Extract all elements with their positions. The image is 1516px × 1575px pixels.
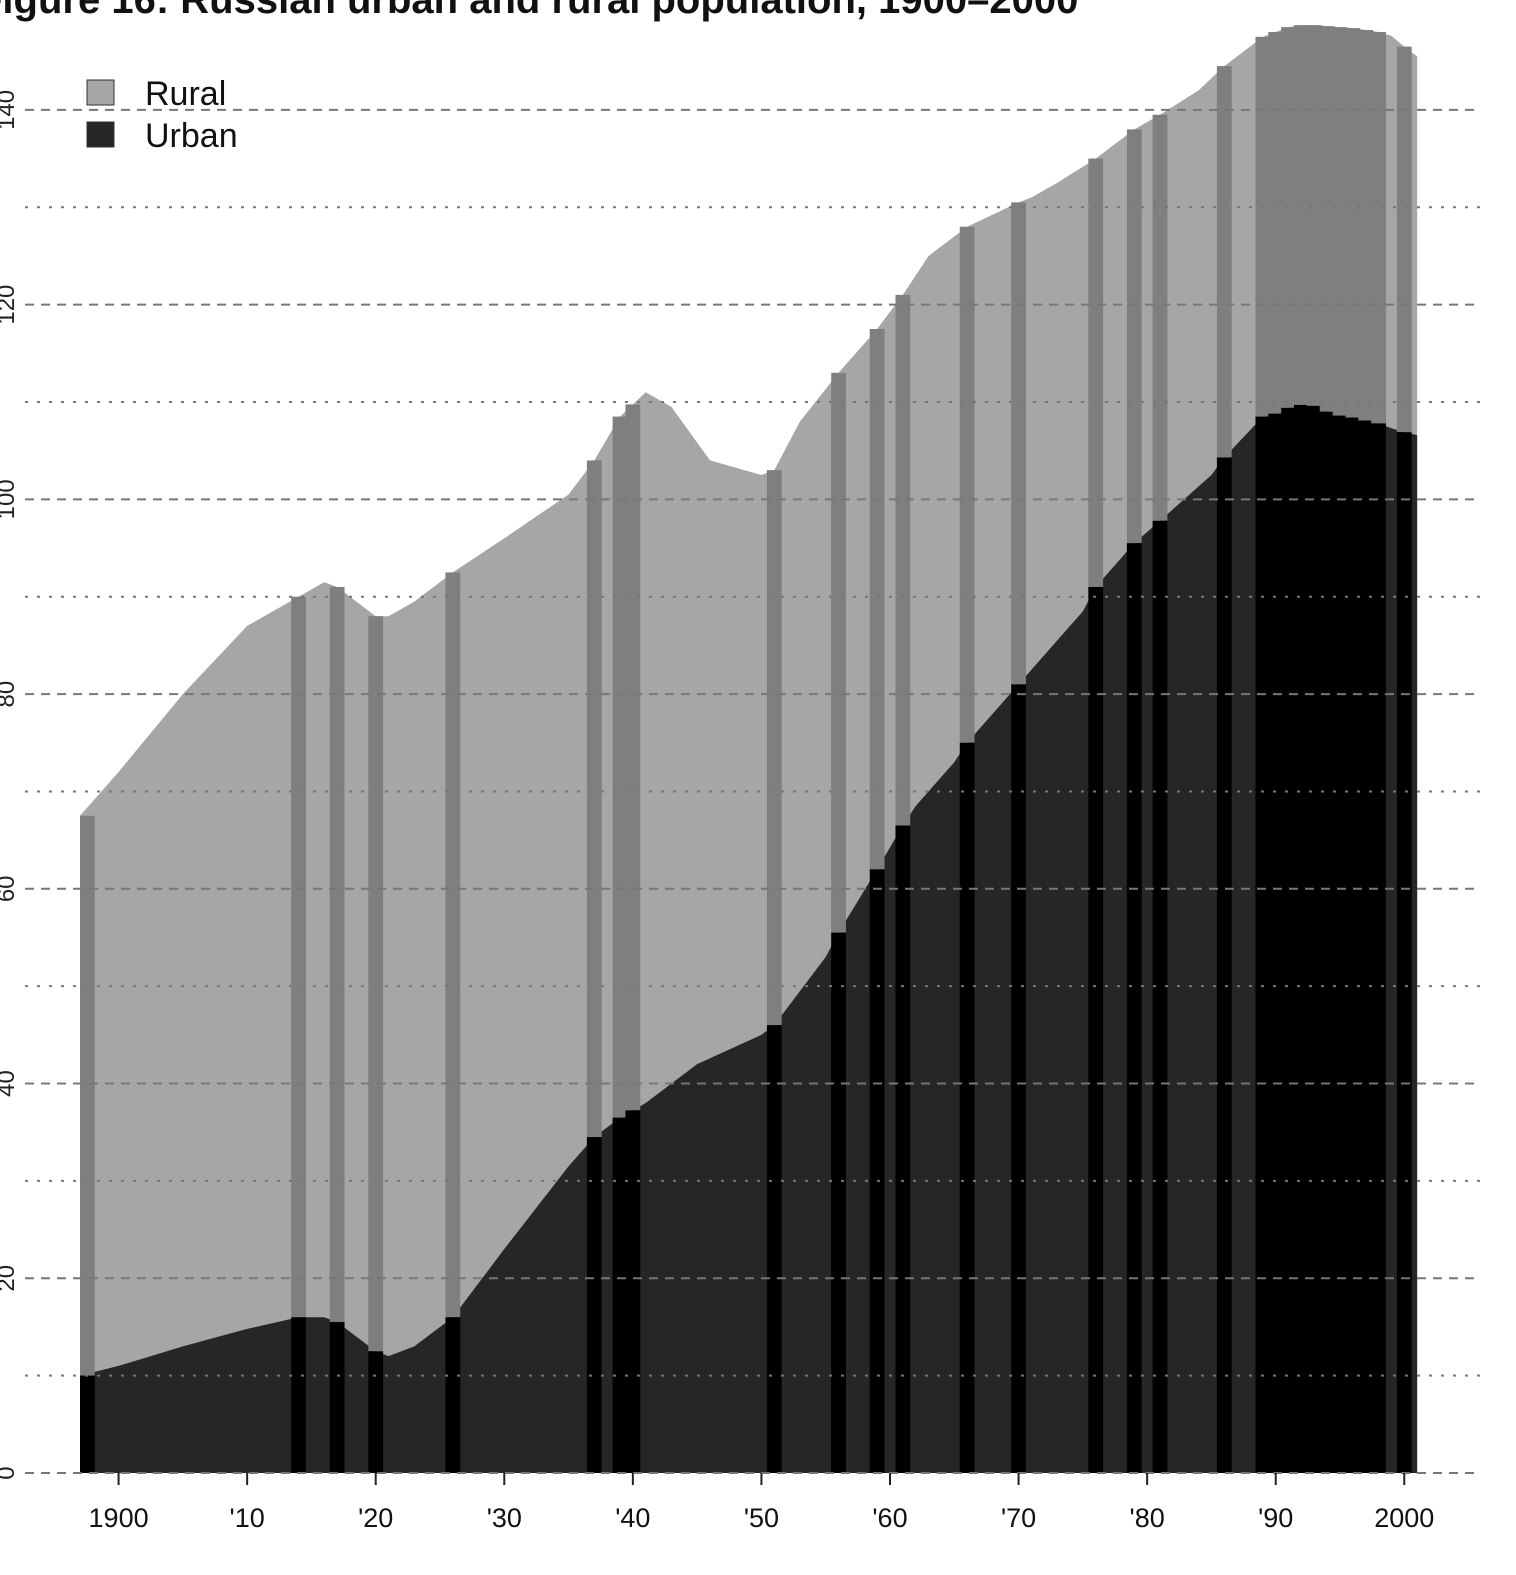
- x-tick-label-1910: '10: [230, 1503, 265, 1533]
- x-tick-label-1940: '40: [615, 1503, 650, 1533]
- census-bar-rural-1996: [1345, 28, 1361, 418]
- census-bar-urban-1937: [586, 1137, 602, 1473]
- x-tick-label-1900: 1900: [89, 1503, 149, 1533]
- chart-title: Figure 16: Russian urban and rural popul…: [0, 0, 1079, 22]
- census-bar-urban-1986: [1216, 457, 1232, 1473]
- census-bar-urban-1976: [1088, 586, 1104, 1473]
- x-tick-label-1930: '30: [487, 1503, 522, 1533]
- census-bar-rural-1994: [1319, 26, 1335, 412]
- urban-area: [80, 404, 1418, 1473]
- x-axis: 1900 '10 '20 '30 '40 '50 '60 '70 '80 '90 2000: [89, 1473, 1434, 1533]
- census-bar-urban-1939: [612, 1117, 628, 1473]
- census-bar-rural-1993: [1306, 25, 1322, 406]
- census-bar-urban-1993: [1306, 405, 1322, 1473]
- census-bar-urban-1951: [766, 1025, 782, 1473]
- census-bar-urban-1917: [329, 1322, 345, 1473]
- census-bar-urban-1998: [1371, 423, 1386, 1474]
- census-bar-rural-1986: [1216, 66, 1232, 458]
- census-bar-urban-1996: [1345, 417, 1361, 1474]
- census-bar-urban-1989: [1255, 416, 1271, 1474]
- area-layer: [80, 25, 1418, 1474]
- census-bar-rural-1998: [1371, 32, 1386, 424]
- census-bar-rural-1956: [831, 372, 846, 933]
- y-tick-label-20: 20: [0, 1265, 20, 1292]
- y-tick-label-120: 120: [0, 285, 20, 325]
- census-bar-urban-1940: [625, 1110, 641, 1473]
- y-tick-label-60: 60: [0, 875, 20, 902]
- census-bar-urban-1997: [1358, 420, 1374, 1473]
- census-bar-rural-1989: [1255, 36, 1271, 417]
- census-bar-rural-1995: [1332, 27, 1348, 416]
- x-tick-label-2000: 2000: [1374, 1503, 1434, 1533]
- census-bar-rural-1951: [766, 470, 782, 1026]
- x-tick-label-1980: '80: [1130, 1503, 1165, 1533]
- legend: Rural Urban: [86, 75, 238, 155]
- y-tick-label-0: 0: [0, 1466, 20, 1479]
- y-tick-label-100: 100: [0, 479, 20, 519]
- census-bar-urban-1961: [895, 825, 911, 1473]
- y-tick-label-80: 80: [0, 681, 20, 708]
- census-bar-urban-1970: [1011, 684, 1026, 1473]
- gridlines-layer: [25, 108, 1480, 1474]
- census-bar-urban-1994: [1319, 411, 1335, 1474]
- census-bar-urban-1990: [1268, 413, 1284, 1473]
- census-bar-urban-1966: [959, 742, 975, 1473]
- census-bar-rural-1926: [445, 572, 461, 1318]
- census-bar-rural-1897: [80, 815, 95, 1376]
- census-bar-rural-1979: [1126, 129, 1142, 544]
- census-bar-rural-2000: [1396, 46, 1412, 433]
- census-bar-rural-1992: [1294, 25, 1309, 405]
- census-bar-urban-1926: [445, 1317, 461, 1473]
- census-bars-layer: [80, 25, 1412, 1474]
- census-bar-urban-1991: [1281, 407, 1296, 1473]
- x-tick-label-1970: '70: [1001, 1503, 1036, 1533]
- census-bar-rural-1920: [368, 616, 384, 1352]
- census-bar-urban-1959: [869, 869, 885, 1473]
- y-tick-label-40: 40: [0, 1070, 20, 1097]
- census-bar-rural-1961: [895, 294, 911, 826]
- census-bar-rural-1970: [1011, 202, 1026, 685]
- census-bar-rural-1939: [612, 416, 628, 1118]
- x-tick-label-1920: '20: [358, 1503, 393, 1533]
- census-bar-urban-1992: [1294, 404, 1309, 1473]
- x-tick-label-1960: '60: [872, 1503, 907, 1533]
- census-bar-rural-1997: [1358, 30, 1374, 421]
- legend-label-urban: Urban: [145, 117, 238, 155]
- census-bar-rural-1914: [291, 596, 306, 1318]
- census-bar-urban-1914: [291, 1317, 306, 1473]
- census-bar-urban-1956: [831, 932, 846, 1473]
- x-tick-label-1950: '50: [744, 1503, 779, 1533]
- census-bar-rural-1940: [625, 404, 641, 1111]
- census-bar-urban-1981: [1152, 520, 1168, 1473]
- legend-label-rural: Rural: [145, 75, 226, 113]
- census-bar-urban-1897: [80, 1375, 95, 1473]
- census-bar-rural-1917: [329, 586, 345, 1323]
- census-bar-rural-1937: [586, 460, 602, 1138]
- census-bar-urban-1920: [368, 1351, 384, 1473]
- census-bar-rural-1990: [1268, 32, 1284, 414]
- census-bar-urban-1995: [1332, 415, 1348, 1473]
- legend-swatch-urban: [86, 121, 115, 148]
- y-tick-label-140: 140: [0, 90, 20, 130]
- census-bar-urban-2000: [1396, 432, 1412, 1474]
- x-tick-label-1990: '90: [1258, 1503, 1293, 1533]
- census-bar-rural-1991: [1281, 27, 1296, 408]
- census-bar-rural-1959: [869, 328, 885, 870]
- legend-swatch-rural: [86, 79, 115, 106]
- census-bar-urban-1979: [1126, 543, 1142, 1473]
- census-bar-rural-1981: [1152, 114, 1168, 521]
- y-axis: 0 20 40 60 80 100 120 140: [0, 90, 20, 1480]
- census-bar-rural-1976: [1088, 158, 1104, 587]
- census-bar-rural-1966: [959, 226, 975, 743]
